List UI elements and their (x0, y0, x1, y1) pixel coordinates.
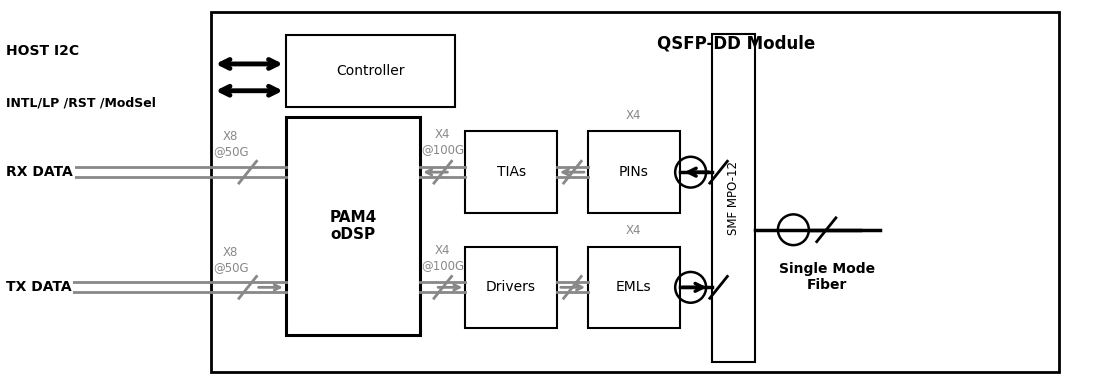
Text: X8
@50G: X8 @50G (212, 246, 249, 274)
Text: INTL/LP /RST /ModSel: INTL/LP /RST /ModSel (7, 97, 156, 110)
Text: EMLs: EMLs (615, 280, 652, 294)
Text: Drivers: Drivers (487, 280, 536, 294)
Bar (285, 117, 421, 335)
Bar (711, 34, 755, 362)
Bar (466, 247, 557, 328)
Bar (588, 131, 679, 213)
Text: SMF MPO-12: SMF MPO-12 (727, 161, 740, 235)
Bar (588, 247, 679, 328)
Text: Single Mode
Fiber: Single Mode Fiber (780, 262, 875, 292)
Bar (466, 131, 557, 213)
Text: X4
@100G: X4 @100G (422, 128, 465, 156)
Text: TX DATA: TX DATA (7, 280, 72, 294)
Text: PINs: PINs (619, 165, 648, 179)
Text: PAM4
oDSP: PAM4 oDSP (329, 210, 377, 242)
Text: X8
@50G: X8 @50G (212, 130, 249, 158)
Text: X4
@100G: X4 @100G (422, 244, 465, 272)
Text: X4: X4 (626, 224, 642, 237)
Text: RX DATA: RX DATA (7, 165, 73, 179)
Text: Controller: Controller (336, 64, 405, 78)
Text: HOST I2C: HOST I2C (7, 44, 79, 58)
Bar (211, 12, 1059, 372)
Text: X4: X4 (626, 109, 642, 122)
Bar (285, 35, 455, 107)
Text: QSFP-DD Module: QSFP-DD Module (657, 34, 816, 52)
Text: TIAs: TIAs (497, 165, 525, 179)
